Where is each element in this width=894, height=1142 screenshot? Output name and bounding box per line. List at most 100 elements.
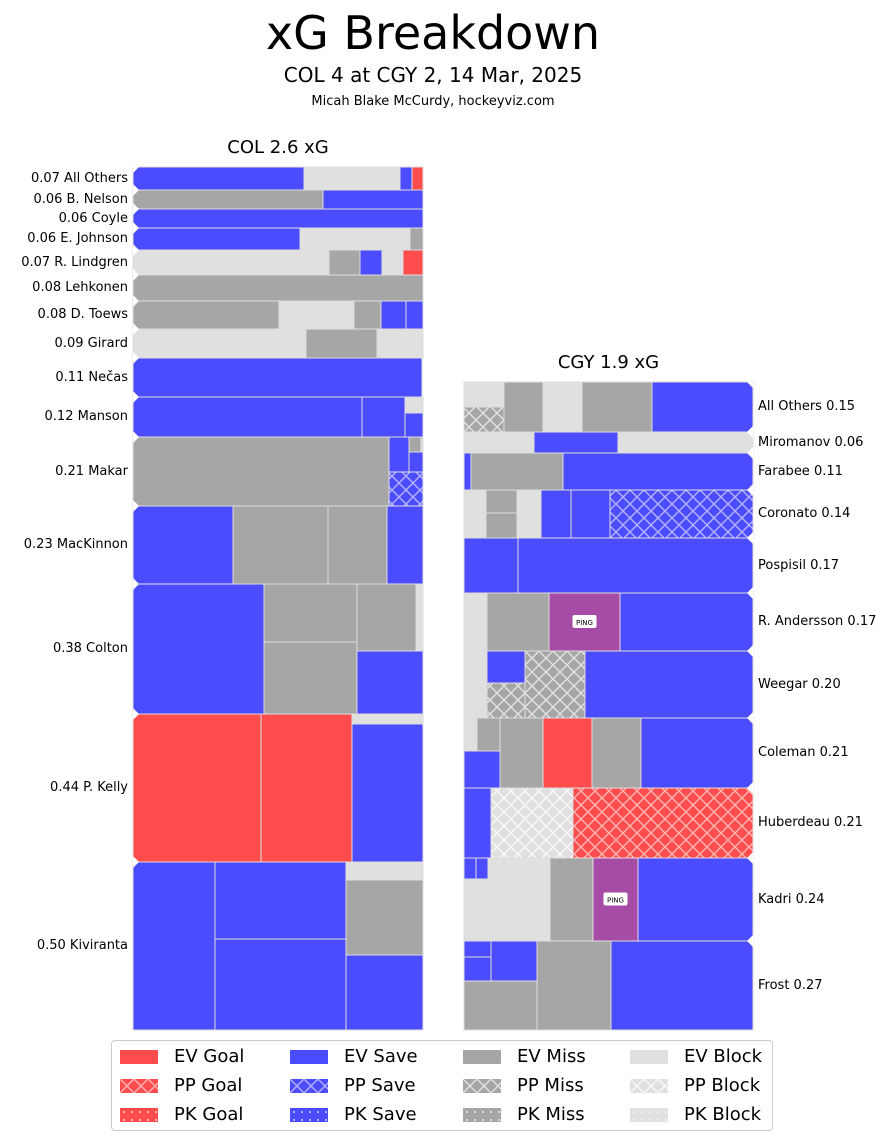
row-notch [133, 161, 139, 173]
penalty-badge [572, 615, 597, 628]
shot-cell [132, 861, 216, 1031]
shot-cell [463, 750, 501, 789]
shot-cell [487, 857, 551, 898]
legend-label: PK Block [684, 1104, 762, 1125]
shot-cell [345, 879, 424, 956]
shot-cell [132, 166, 305, 191]
legend-swatch [463, 1050, 501, 1064]
shot-cell [404, 412, 424, 438]
player-label: 0.50 Kiviranta [36, 938, 128, 953]
shot-cell [321, 300, 355, 330]
shot-cell [463, 787, 492, 859]
shot-cell [485, 489, 518, 514]
shot-cell [408, 451, 424, 473]
shot-cell [463, 650, 488, 666]
shot-cell [463, 489, 487, 514]
shot-cell [132, 396, 363, 438]
row-notch [747, 447, 753, 459]
legend-swatch [120, 1108, 158, 1122]
row-notch [133, 269, 139, 281]
shot-cell [399, 166, 413, 191]
shot-cell [132, 436, 390, 507]
player-label: R. Andersson 0.17 [758, 614, 877, 629]
legend-swatch [290, 1079, 328, 1093]
shot-cell [463, 537, 519, 594]
shot-cell [132, 189, 324, 210]
shot-cell [232, 505, 329, 585]
shot-cell [542, 381, 583, 433]
shot-cell [591, 717, 642, 789]
shot-cell [637, 857, 754, 942]
player-label: 0.06 E. Johnson [27, 231, 128, 246]
row-notch [133, 184, 139, 196]
row-notch [747, 484, 753, 496]
shot-cell [388, 471, 424, 507]
legend: EV Goal PP Goal PK Goal EV Save PP Save PK Sa… [111, 1040, 773, 1131]
shot-cell [405, 300, 424, 330]
legend-swatch [463, 1108, 501, 1122]
shot-cell [381, 249, 404, 276]
shot-cell [517, 537, 754, 594]
legend-swatch [630, 1079, 668, 1093]
shot-cell [570, 489, 611, 539]
shot-cell [411, 166, 424, 191]
player-label: Coronato 0.14 [758, 506, 851, 521]
shot-cell [132, 505, 234, 585]
player-label: 0.21 Makar [55, 463, 128, 479]
shot-cell [299, 227, 411, 251]
legend-swatch [463, 1079, 501, 1093]
player-label: 0.23 MacKinnon [23, 537, 128, 552]
row-notch [133, 203, 139, 215]
shot-cell [263, 583, 358, 643]
team-title-cgy: CGY 1.9 xG [557, 352, 660, 373]
shot-cell [386, 505, 424, 585]
player-label: 0.08 D. Toews [37, 307, 128, 322]
shot-cell [609, 489, 754, 539]
shot-cell [581, 381, 653, 433]
shot-cell [610, 940, 754, 1031]
row-notch [133, 222, 139, 234]
shot-cell [463, 717, 478, 752]
player-label: Frost 0.27 [758, 977, 823, 993]
shot-cell [533, 431, 619, 454]
shot-cell [408, 436, 422, 453]
shot-cell [651, 381, 754, 433]
shot-cell [524, 650, 586, 719]
player-label: 0.07 R. Lindgren [21, 254, 128, 270]
shot-cell [572, 787, 754, 859]
shot-cell [463, 431, 535, 454]
shot-cell [214, 861, 347, 940]
player-label: 0.44 P. Kelly [50, 780, 128, 795]
shot-cell [473, 381, 505, 408]
penalty-label: PING [576, 619, 593, 627]
shot-cell [260, 713, 353, 863]
shot-cell [345, 861, 424, 881]
shot-cell [549, 857, 594, 942]
shot-cell [356, 583, 417, 652]
row-notch [133, 352, 139, 364]
shot-cell [351, 723, 424, 863]
shot-cell [486, 650, 526, 684]
shot-cell [463, 512, 487, 539]
shot-cell [328, 249, 361, 276]
shot-cell [503, 381, 544, 433]
row-notch [133, 295, 139, 307]
player-label: Pospisil 0.17 [758, 557, 840, 573]
shot-cell [305, 328, 378, 359]
row-notch [747, 782, 753, 794]
row-notch [747, 712, 753, 724]
penalty-badge [603, 892, 628, 906]
legend-swatch [120, 1079, 158, 1093]
shot-cell [351, 713, 424, 725]
shot-cell [542, 717, 593, 789]
legend-label: EV Save [344, 1046, 418, 1067]
shot-cell [463, 406, 505, 433]
shot-cell [499, 717, 544, 789]
shot-cell [463, 878, 489, 942]
legend-label: PP Save [344, 1075, 416, 1096]
shot-cell [132, 274, 424, 302]
player-label: 0.09 Girard [54, 335, 128, 351]
player-label: All Others 0.15 [758, 399, 856, 414]
shot-cell [388, 436, 410, 473]
shot-cell [404, 396, 424, 414]
